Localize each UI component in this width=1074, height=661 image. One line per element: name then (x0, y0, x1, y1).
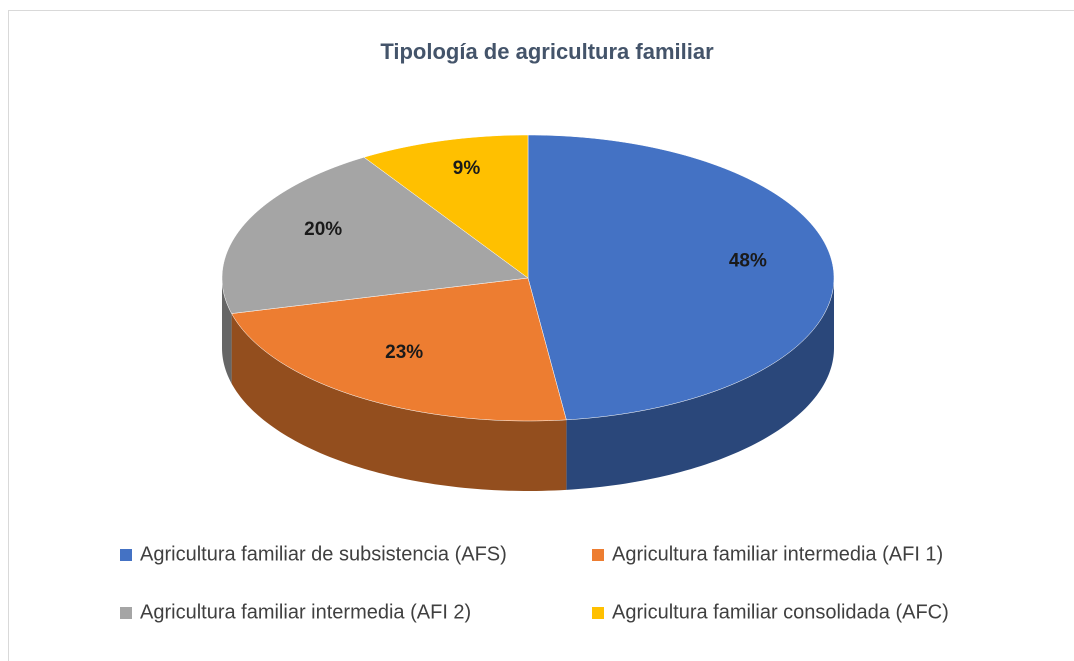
legend-label: Agricultura familiar intermedia (AFI 1) (612, 543, 943, 565)
slice-side (566, 278, 834, 490)
slice-side (231, 313, 567, 491)
slice (231, 277, 567, 422)
legend-swatch (592, 607, 604, 619)
chart-title: Tipología de agricultura familiar (380, 39, 714, 64)
legend-swatch (592, 549, 604, 561)
slice-side (222, 278, 232, 384)
slice (527, 134, 835, 421)
data-label: 48% (729, 251, 767, 272)
legend-label: Agricultura familiar consolidada (AFC) (612, 601, 949, 623)
slice (221, 156, 529, 314)
legend-label: Agricultura familiar de subsistencia (AF… (140, 543, 507, 565)
legend-label: Agricultura familiar intermedia (AFI 2) (140, 601, 471, 623)
data-label: 20% (304, 219, 342, 240)
legend-swatch (120, 607, 132, 619)
data-label: 9% (453, 158, 481, 179)
legend-swatch (120, 549, 132, 561)
slice (363, 134, 529, 279)
data-label: 23% (385, 342, 423, 363)
